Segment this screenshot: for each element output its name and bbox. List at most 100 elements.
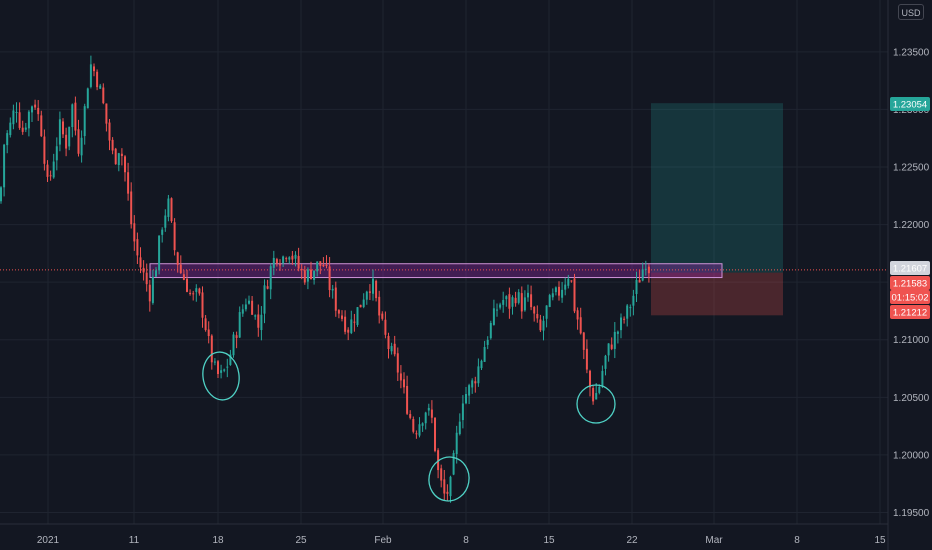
candle <box>272 250 275 276</box>
candle <box>108 119 111 151</box>
candle <box>375 279 378 302</box>
candle <box>424 411 427 430</box>
resistance-zone[interactable] <box>149 263 723 279</box>
candle <box>282 255 285 267</box>
y-tick-label: 1.20500 <box>893 393 930 404</box>
candle <box>520 286 523 319</box>
candle <box>291 251 294 265</box>
candle <box>201 286 204 328</box>
candle <box>55 137 58 171</box>
candle <box>139 247 142 274</box>
candle <box>275 257 278 267</box>
candle <box>567 274 570 289</box>
candle <box>266 279 269 290</box>
annotation-circle[interactable] <box>200 350 242 403</box>
x-tick-label: 22 <box>626 535 638 546</box>
candle <box>353 313 356 332</box>
candle <box>440 464 443 488</box>
candle <box>86 87 89 109</box>
candle <box>213 358 216 366</box>
candle <box>43 129 46 171</box>
candle <box>241 304 244 317</box>
candle <box>415 430 418 439</box>
candle <box>294 251 297 267</box>
currency-button[interactable]: USD <box>898 4 924 20</box>
candle <box>207 321 210 344</box>
candle <box>120 148 123 166</box>
annotation-circle[interactable] <box>425 454 472 504</box>
candle <box>105 103 108 132</box>
candle <box>443 469 446 502</box>
candle <box>378 290 381 324</box>
candle <box>189 289 192 296</box>
candle <box>573 273 576 314</box>
x-tick-label: Feb <box>374 535 392 546</box>
candle <box>356 306 359 327</box>
price-badge: 01:15:02 <box>890 290 930 304</box>
candle <box>393 335 396 357</box>
candle <box>523 290 526 312</box>
candle <box>31 105 33 122</box>
candle <box>3 143 6 197</box>
candle <box>179 255 182 275</box>
candle <box>198 287 201 296</box>
candle <box>390 342 393 355</box>
candle <box>151 269 154 305</box>
price-badge: 1.23054 <box>890 97 930 111</box>
candle <box>406 375 409 415</box>
candle <box>176 251 179 273</box>
stop-loss-zone[interactable] <box>651 272 783 316</box>
candle <box>235 331 238 349</box>
candle <box>204 315 207 332</box>
candle <box>251 296 254 315</box>
candle <box>83 103 86 145</box>
candle <box>210 334 213 370</box>
candle <box>517 289 520 305</box>
candle <box>492 299 495 326</box>
candle <box>508 287 511 319</box>
candle <box>37 100 40 121</box>
candle <box>514 291 517 307</box>
candle <box>71 103 74 138</box>
candle <box>359 304 362 308</box>
candle <box>127 162 130 201</box>
candle <box>502 291 505 313</box>
candle <box>260 306 263 341</box>
candle <box>437 448 440 479</box>
candle <box>629 304 632 317</box>
candle <box>623 316 626 324</box>
candle <box>632 289 635 316</box>
candle <box>124 155 126 182</box>
candle <box>328 257 331 298</box>
candle <box>598 384 601 395</box>
candle <box>99 83 102 89</box>
candle <box>381 311 384 321</box>
candle <box>182 270 185 281</box>
candle <box>384 311 387 339</box>
candle <box>248 295 250 305</box>
annotation-circle[interactable] <box>576 384 616 424</box>
candle <box>362 293 365 309</box>
profit-target-zone[interactable] <box>651 103 783 273</box>
grid-lines <box>0 0 888 524</box>
candle <box>74 96 77 136</box>
candle <box>170 197 173 223</box>
candle <box>579 307 582 335</box>
candle <box>89 55 92 89</box>
candle <box>158 235 161 275</box>
price-badge-label: 01:15:02 <box>892 292 929 303</box>
candle <box>142 260 145 281</box>
candle <box>77 119 80 157</box>
candle <box>46 160 49 182</box>
price-badge: 1.21212 <box>890 305 930 319</box>
candle <box>465 386 467 405</box>
candle <box>421 422 424 432</box>
candle <box>533 305 536 322</box>
candle <box>331 284 334 299</box>
candle <box>244 298 247 312</box>
candle <box>334 281 337 317</box>
candle <box>505 295 508 307</box>
candle <box>34 99 37 110</box>
